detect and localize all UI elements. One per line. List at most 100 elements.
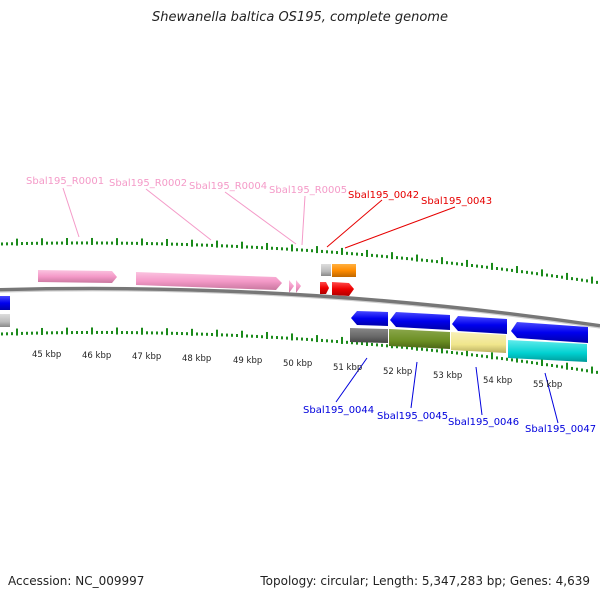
inner-minor-tick [196, 332, 198, 336]
gene-sbal195-0044-bar[interactable] [350, 328, 388, 343]
outer-minor-tick [536, 272, 538, 276]
inner-minor-tick [186, 332, 188, 336]
inner-minor-tick [336, 340, 338, 344]
inner-minor-tick [311, 338, 313, 342]
gene-unlabeled-orange[interactable] [332, 264, 356, 277]
inner-minor-tick [551, 363, 553, 367]
inner-minor-tick [156, 331, 158, 335]
inner-minor-tick [411, 346, 413, 350]
inner-minor-tick [121, 331, 123, 335]
label-sbal195-0046[interactable]: Sbal195_0046 [448, 417, 519, 428]
gene-sbal195-0047-arrow[interactable] [511, 322, 588, 343]
inner-minor-tick [226, 333, 228, 337]
outer-minor-tick [556, 274, 558, 278]
leader-0044 [335, 357, 368, 403]
inner-minor-tick [46, 331, 48, 335]
outer-major-tick [416, 254, 418, 262]
gene-sbal195-0045-arrow[interactable] [390, 312, 450, 330]
gene-sbal195-0044-arrow[interactable] [351, 311, 388, 326]
inner-minor-tick [431, 348, 433, 352]
inner-minor-tick [436, 349, 438, 353]
gene-sbal195-r0002[interactable] [136, 272, 282, 290]
gene-partial-gray[interactable] [0, 314, 10, 327]
outer-minor-tick [106, 241, 108, 245]
outer-minor-tick [581, 278, 583, 282]
gene-sbal195-0042[interactable] [320, 282, 329, 294]
outer-minor-tick [186, 243, 188, 247]
inner-minor-tick [251, 334, 253, 338]
inner-minor-tick [1, 332, 3, 336]
inner-minor-tick [26, 331, 28, 335]
inner-major-tick [466, 349, 468, 357]
outer-major-tick [516, 266, 518, 274]
scale-label: 49 kbp [233, 356, 262, 366]
label-sbal195-r0005[interactable]: Sbal195_R0005 [269, 185, 347, 196]
leader-0042 [326, 199, 383, 248]
inner-minor-tick [106, 330, 108, 334]
inner-minor-tick [56, 331, 58, 335]
outer-minor-tick [346, 251, 348, 255]
gene-unlabeled-gray[interactable] [321, 264, 331, 276]
inner-minor-tick [576, 367, 578, 371]
outer-minor-tick [411, 257, 413, 261]
outer-major-tick [116, 238, 118, 246]
outer-minor-tick [426, 259, 428, 263]
label-sbal195-0043[interactable]: Sbal195_0043 [421, 196, 492, 207]
outer-minor-tick [351, 252, 353, 256]
outer-minor-tick [211, 243, 213, 247]
inner-minor-tick [556, 364, 558, 368]
gene-partial-blue[interactable] [0, 296, 10, 310]
outer-tick-ring [1, 237, 598, 284]
label-sbal195-0045[interactable]: Sbal195_0045 [377, 411, 448, 422]
outer-minor-tick [456, 262, 458, 266]
inner-minor-tick [326, 339, 328, 343]
inner-minor-tick [6, 332, 8, 336]
outer-minor-tick [311, 249, 313, 253]
leader-r0005 [301, 195, 306, 246]
gene-sbal195-0045-bar[interactable] [389, 329, 450, 349]
forward-strand [38, 264, 356, 296]
outer-minor-tick [231, 244, 233, 248]
gene-sbal195-r0001[interactable] [38, 270, 117, 283]
gene-sbal195-r0005[interactable] [296, 280, 301, 293]
leader-0046 [475, 366, 483, 416]
inner-minor-tick [306, 337, 308, 341]
label-sbal195-r0002[interactable]: Sbal195_R0002 [109, 178, 187, 189]
label-sbal195-0047[interactable]: Sbal195_0047 [525, 424, 596, 435]
outer-minor-tick [361, 253, 363, 257]
inner-minor-tick [596, 370, 598, 374]
outer-minor-tick [196, 243, 198, 247]
outer-minor-tick [386, 255, 388, 259]
gene-sbal195-0046-arrow[interactable] [452, 316, 507, 334]
gene-sbal195-0043[interactable] [332, 282, 354, 296]
outer-major-tick [316, 246, 318, 254]
label-sbal195-0044[interactable]: Sbal195_0044 [303, 405, 374, 416]
outer-minor-tick [156, 242, 158, 246]
gene-sbal195-0046-bar[interactable] [451, 332, 506, 353]
gene-sbal195-r0004[interactable] [289, 280, 294, 293]
inner-major-tick [516, 355, 518, 363]
gene-sbal195-0047-bar[interactable] [508, 340, 587, 362]
inner-minor-tick [536, 361, 538, 365]
outer-major-tick [541, 269, 543, 277]
outer-minor-tick [451, 261, 453, 265]
inner-minor-tick [371, 342, 373, 346]
outer-minor-tick [326, 250, 328, 254]
inner-minor-tick [86, 330, 88, 334]
outer-minor-tick [76, 241, 78, 245]
inner-major-tick [91, 327, 93, 335]
inner-minor-tick [511, 358, 513, 362]
outer-minor-tick [136, 241, 138, 245]
inner-minor-tick [356, 341, 358, 345]
label-sbal195-r0004[interactable]: Sbal195_R0004 [189, 181, 267, 192]
scale-labels: 45 kbp 46 kbp 47 kbp 48 kbp 49 kbp 50 kb… [32, 350, 562, 390]
label-sbal195-0042[interactable]: Sbal195_0042 [348, 190, 419, 201]
outer-minor-tick [596, 280, 598, 284]
label-sbal195-r0001[interactable]: Sbal195_R0001 [26, 176, 104, 187]
genome-title: Shewanella baltica OS195, complete genom… [152, 10, 448, 25]
outer-major-tick [391, 252, 393, 260]
scale-label: 47 kbp [132, 352, 161, 362]
inner-minor-tick [271, 335, 273, 339]
outer-major-tick [166, 238, 168, 246]
outer-minor-tick [201, 243, 203, 247]
